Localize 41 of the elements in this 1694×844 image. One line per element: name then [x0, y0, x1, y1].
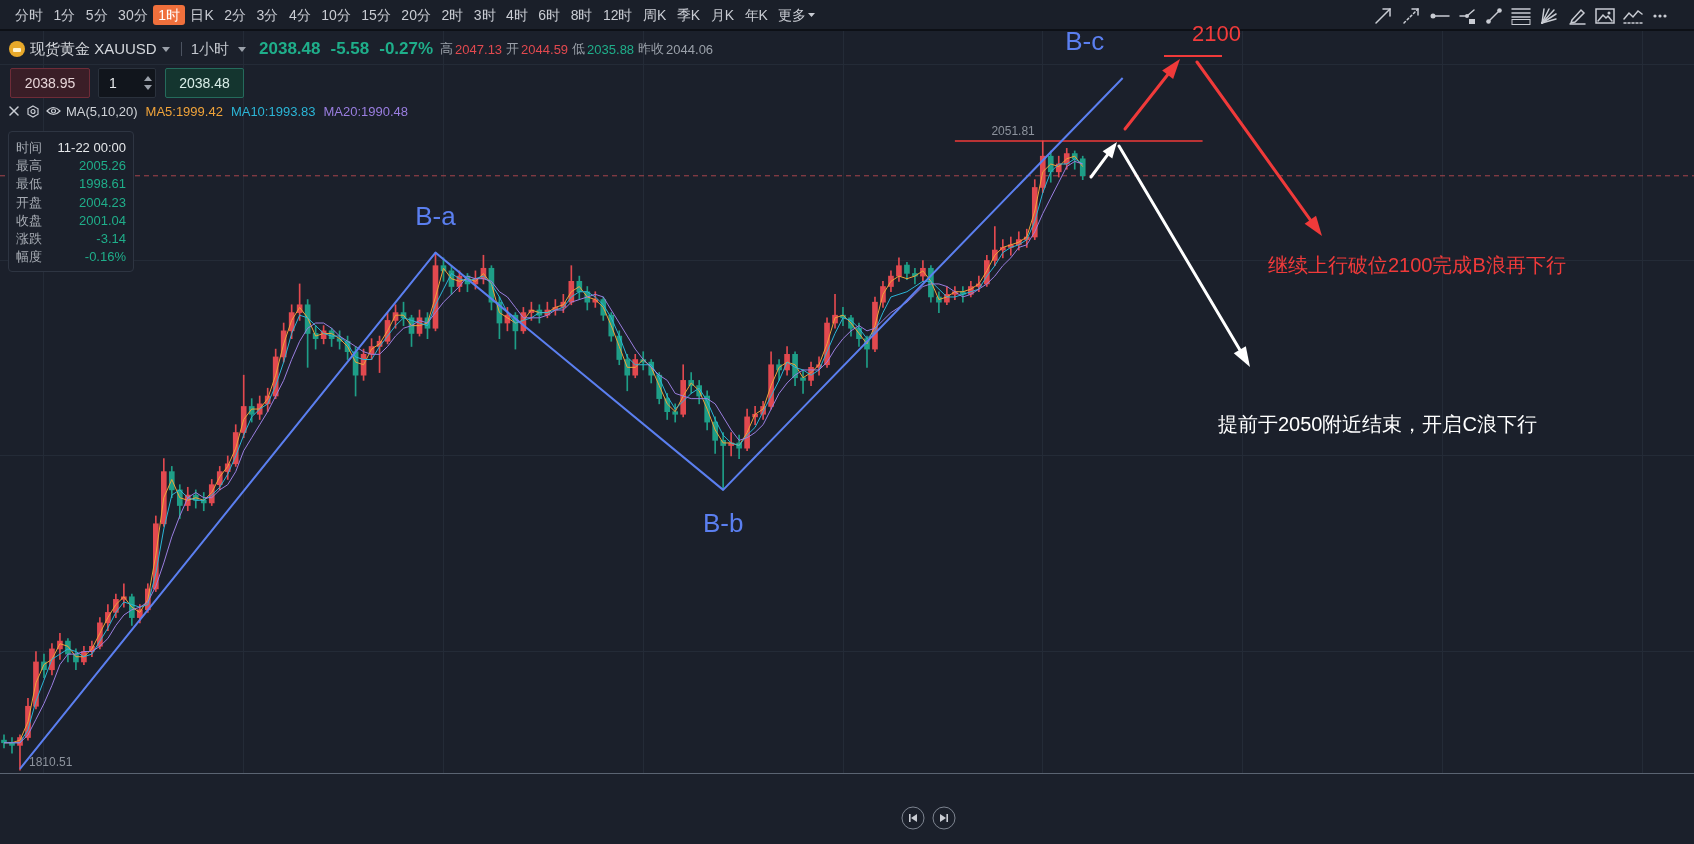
annotation: 开盘 — [16, 193, 42, 212]
annotation: 收盘 — [16, 211, 42, 230]
annotation: 2044.59 — [521, 41, 569, 57]
text: MA5:1999.42 — [145, 103, 223, 119]
text: 现货黄金 XAUUSD — [30, 39, 157, 59]
annotation: 2044.06 — [666, 41, 714, 57]
quantity-field: 1 — [98, 68, 156, 98]
annotation: 继续上行破位2100完成B浪再下行 — [1268, 253, 1566, 277]
annotation: 2035.88 — [587, 41, 635, 57]
annotation: -0.16% — [84, 248, 126, 267]
annotation: 开 — [506, 40, 520, 58]
price-field: 2038.95 — [10, 68, 90, 98]
annotation: 2005.26 — [79, 157, 126, 176]
price-field: 2038.48 — [165, 68, 244, 98]
annotation: 昨收 — [638, 40, 665, 58]
annotation: 2047.13 — [455, 41, 503, 57]
annotation: 1998.61 — [79, 175, 126, 194]
data-label: B-b — [702, 508, 744, 539]
annotation: 涨跌 — [16, 229, 42, 248]
annotation: -0.27% — [379, 39, 434, 59]
annotation: 低 — [572, 40, 586, 58]
text: MA20:1990.48 — [323, 103, 409, 119]
annotation: 最高 — [16, 157, 42, 176]
annotation: 最低 — [16, 175, 42, 194]
annotation: -5.58 — [330, 39, 370, 59]
annotation: 时间 — [16, 139, 42, 157]
annotation: 幅度 — [16, 248, 42, 267]
annotation: 2001.04 — [79, 211, 126, 230]
annotation: 2051.81 — [991, 124, 1036, 139]
annotation: 提前于2050附近结束，开启C浪下行 — [1218, 412, 1537, 436]
annotation: 2038.48 — [259, 39, 321, 59]
annotation: -3.14 — [96, 229, 126, 248]
annotation: 1小时 — [190, 39, 230, 59]
legend-title: MA(5,10,20) — [66, 103, 138, 119]
text: MA10:1993.83 — [230, 103, 316, 119]
data-label: B-a — [415, 200, 457, 231]
annotation: 2004.23 — [79, 193, 126, 212]
annotation: 1810.51 — [28, 755, 73, 770]
selected-button: 1时 — [153, 4, 185, 25]
annotation: 11-22 00:00 — [57, 139, 126, 157]
annotation: 高 — [440, 40, 454, 58]
